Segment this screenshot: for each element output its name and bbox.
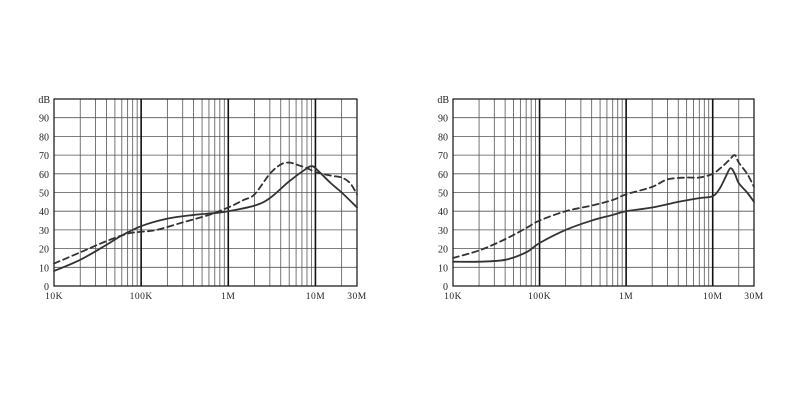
chart-right-y-axis-label: dB: [437, 95, 449, 106]
chart-left-y-tick-label: 70: [39, 151, 49, 162]
chart-right-y-tick-label: 10: [438, 263, 448, 274]
chart-right: 0 10 20 30 40 50 60 70 80 90 dB 10K 100K 1M 10M 30M: [437, 95, 763, 302]
chart-left-series-dashed: [53, 161, 358, 265]
chart-left-y-tick-label: 60: [39, 170, 49, 181]
chart-right-x-tick-label: 1M: [619, 292, 633, 302]
chart-left-y-axis-label: dB: [38, 95, 50, 106]
chart-right-x-tick-label: 100K: [528, 292, 551, 302]
chart-right-y-tick-label: 0: [443, 282, 448, 293]
chart-right-y-tick-label: 90: [438, 114, 448, 125]
chart-right-y-tick-label: 50: [438, 189, 448, 200]
chart-left: 0 10 20 30 40 50 60 70 80 90 dB 10K 100K 1M 10M 30M: [38, 95, 366, 302]
chart-left-y-tick-label: 50: [39, 189, 49, 200]
chart-left-x-tick-label: 1M: [221, 292, 235, 302]
chart-left-y-tick-label: 40: [39, 207, 49, 218]
chart-left-x-tick-label: 30M: [347, 292, 367, 302]
chart-left-y-tick-label: 30: [39, 226, 49, 237]
chart-left-y-tick-label: 90: [39, 114, 49, 125]
chart-right-y-tick-label: 80: [438, 132, 448, 143]
chart-left-x-tick-label: 100K: [130, 292, 153, 302]
chart-right-y-tick-label: 20: [438, 245, 448, 256]
chart-left-frame: [53, 98, 358, 287]
chart-right-x-tick-label: 30M: [744, 292, 764, 302]
chart-left-x-tick-label: 10M: [306, 292, 326, 302]
chart-right-series-solid: [452, 167, 755, 263]
chart-left-x-tick-label: 10K: [45, 292, 63, 302]
chart-left-y-tick-label: 10: [39, 263, 49, 274]
chart-right-y-tick-label: 40: [438, 207, 448, 218]
chart-right-frame: [452, 98, 755, 287]
chart-left-y-tick-label: 80: [39, 132, 49, 143]
chart-right-y-tick-label: 30: [438, 226, 448, 237]
chart-right-x-tick-label: 10K: [444, 292, 462, 302]
chart-right-y-tick-label: 60: [438, 170, 448, 181]
chart-left-y-tick-label: 0: [44, 282, 49, 293]
chart-right-y-tick-label: 70: [438, 151, 448, 162]
chart-left-y-tick-label: 20: [39, 245, 49, 256]
chart-right-x-tick-label: 10M: [703, 292, 723, 302]
chart-right-series-dashed: [452, 154, 755, 259]
